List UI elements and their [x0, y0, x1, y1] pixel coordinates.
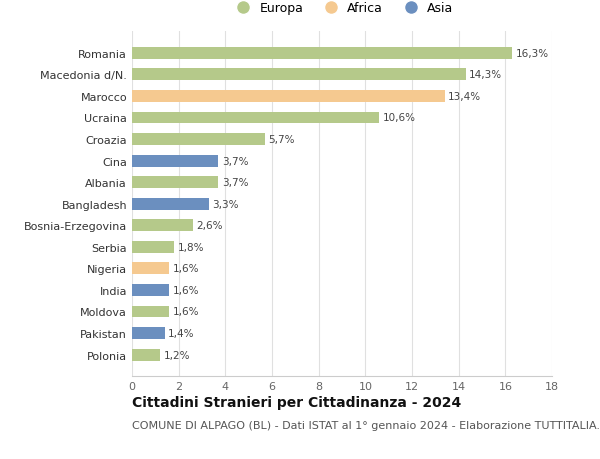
Bar [132, 220, 193, 232]
Bar [132, 177, 218, 189]
Text: 3,7%: 3,7% [222, 156, 248, 166]
Text: 10,6%: 10,6% [383, 113, 416, 123]
Bar [132, 241, 174, 253]
Bar [132, 155, 218, 167]
Bar [132, 69, 466, 81]
Bar [132, 91, 445, 103]
Text: 1,6%: 1,6% [173, 307, 199, 317]
Bar [132, 48, 512, 60]
Text: 2,6%: 2,6% [196, 221, 223, 231]
Bar [132, 112, 379, 124]
Text: 1,6%: 1,6% [173, 285, 199, 295]
Bar [132, 306, 169, 318]
Bar [132, 327, 164, 339]
Text: 16,3%: 16,3% [516, 49, 549, 59]
Text: Cittadini Stranieri per Cittadinanza - 2024: Cittadini Stranieri per Cittadinanza - 2… [132, 395, 461, 409]
Text: 3,7%: 3,7% [222, 178, 248, 188]
Text: 3,3%: 3,3% [212, 199, 239, 209]
Text: 1,6%: 1,6% [173, 264, 199, 274]
Text: 1,4%: 1,4% [168, 328, 194, 338]
Text: 1,8%: 1,8% [178, 242, 204, 252]
Text: COMUNE DI ALPAGO (BL) - Dati ISTAT al 1° gennaio 2024 - Elaborazione TUTTITALIA.: COMUNE DI ALPAGO (BL) - Dati ISTAT al 1°… [132, 420, 600, 430]
Bar [132, 134, 265, 146]
Legend: Europa, Africa, Asia: Europa, Africa, Asia [226, 0, 458, 20]
Text: 13,4%: 13,4% [448, 92, 481, 102]
Bar [132, 349, 160, 361]
Text: 14,3%: 14,3% [469, 70, 502, 80]
Text: 5,7%: 5,7% [269, 135, 295, 145]
Bar [132, 263, 169, 274]
Bar [132, 198, 209, 210]
Text: 1,2%: 1,2% [163, 350, 190, 360]
Bar [132, 285, 169, 296]
